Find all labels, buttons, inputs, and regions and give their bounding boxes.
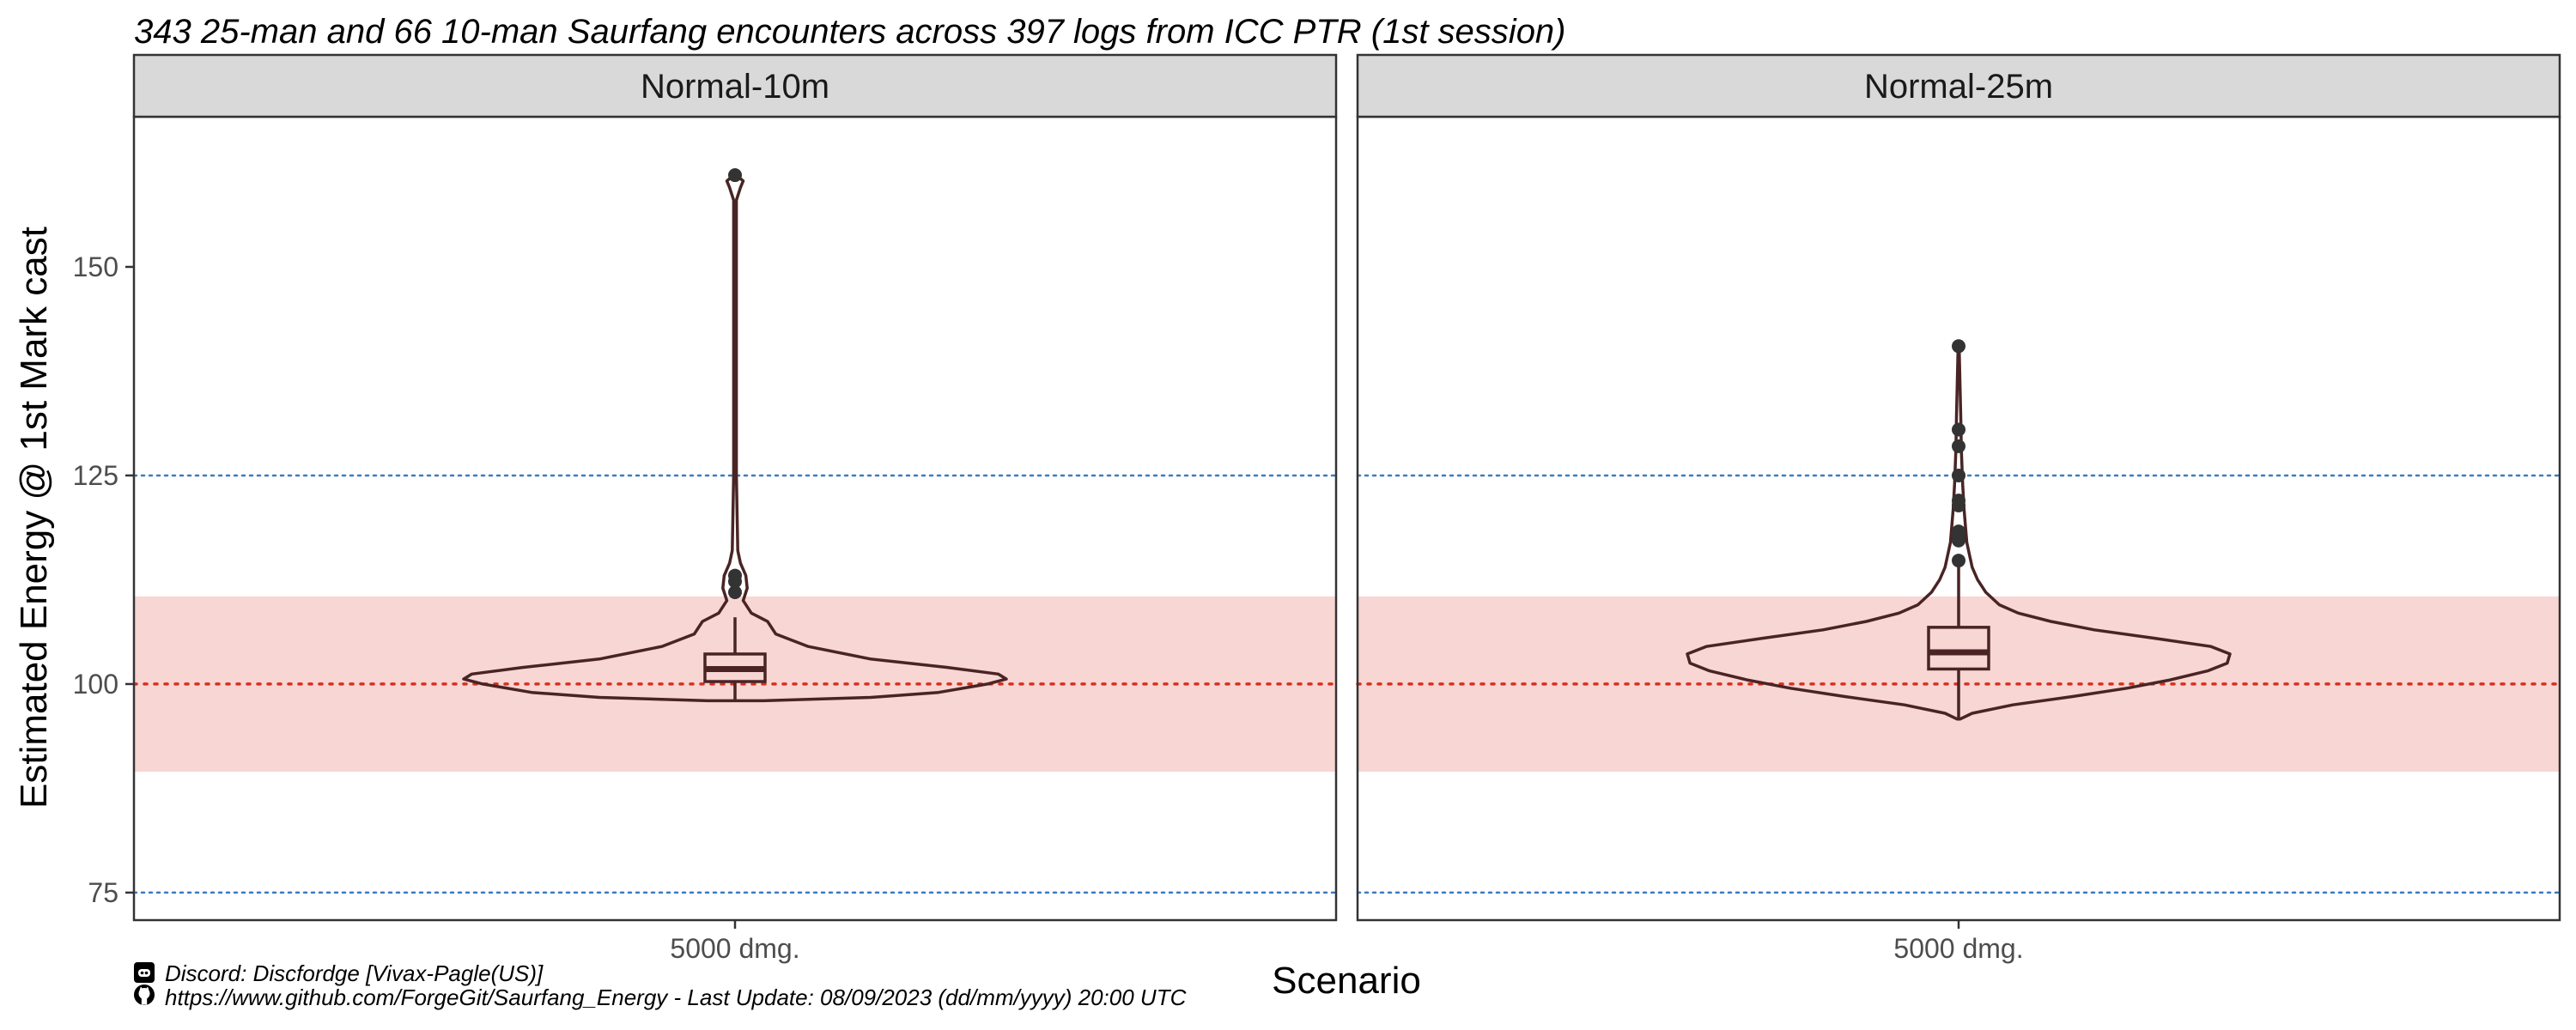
outlier-point xyxy=(728,168,742,183)
chart-title: 343 25-man and 66 10-man Saurfang encoun… xyxy=(134,13,1566,51)
github-icon xyxy=(134,985,155,1005)
y-tick-label: 75 xyxy=(88,877,118,908)
caption-github: https://www.github.com/ForgeGit/Saurfang… xyxy=(165,985,1187,1010)
facet-panels: Normal-10m 5000 dmg. Normal-25m 5000 dmg. xyxy=(132,53,2561,964)
y-axis-title: Estimated Energy @ 1st Mark cast xyxy=(13,227,55,809)
x-tick-label: 5000 dmg. xyxy=(670,933,799,964)
panel-normal-25m: Normal-25m 5000 dmg. xyxy=(1356,53,2561,964)
outlier-point xyxy=(1952,439,1965,453)
panel-normal-10m: Normal-10m 5000 dmg. xyxy=(132,53,1338,964)
outlier-point xyxy=(1952,468,1965,482)
x-axis-title: Scenario xyxy=(1272,960,1421,1002)
facet-strip xyxy=(1356,53,2561,118)
facet-label: Normal-25m xyxy=(1864,68,2053,106)
y-tick-label: 100 xyxy=(73,669,118,700)
outlier-point xyxy=(728,568,742,583)
y-axis: 75 100 125 150 xyxy=(73,251,134,908)
y-tick-label: 150 xyxy=(73,251,118,282)
outlier-point xyxy=(1952,422,1965,437)
outlier-point xyxy=(1952,524,1965,539)
y-tick-label: 125 xyxy=(73,460,118,491)
facet-label: Normal-10m xyxy=(641,68,829,106)
x-tick-label: 5000 dmg. xyxy=(1893,933,2023,964)
box-iqr xyxy=(1927,626,1990,671)
panel-background xyxy=(1358,117,2560,920)
outlier-point xyxy=(1952,494,1965,508)
caption: Discord: Discfordge [Vivax-Pagle(US)] ht… xyxy=(134,960,1187,1010)
outlier-point xyxy=(728,585,742,600)
discord-icon xyxy=(134,962,155,983)
outlier-point xyxy=(1952,554,1965,568)
caption-discord: Discord: Discfordge [Vivax-Pagle(US)] xyxy=(165,960,544,986)
facet-strip xyxy=(132,53,1338,118)
outlier-point xyxy=(1952,339,1965,354)
